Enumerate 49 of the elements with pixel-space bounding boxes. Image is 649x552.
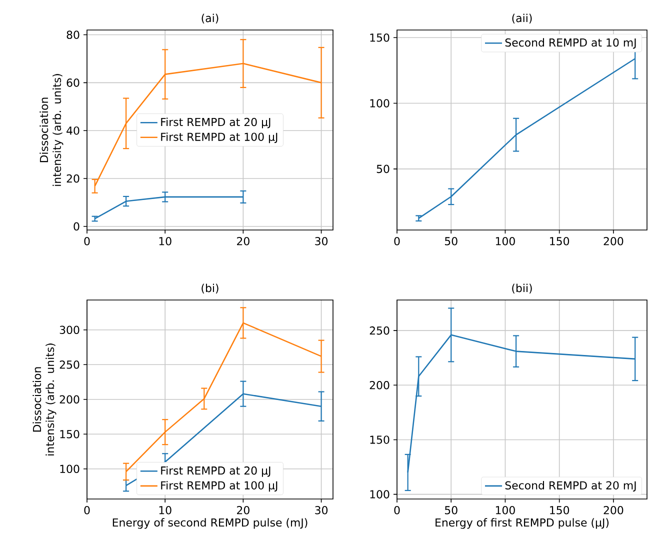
- x-tick-label: 0: [394, 506, 400, 514]
- y-tick-label: 40: [66, 126, 80, 135]
- x-tick-label: 20: [237, 237, 250, 246]
- chart-title: (bi): [202, 284, 218, 294]
- chart-title: (aii): [512, 14, 532, 24]
- x-axis-title: Energy of first REMPD pulse (µJ): [436, 518, 609, 529]
- x-tick-label: 10: [159, 237, 172, 246]
- y-tick-label: 100: [370, 99, 390, 108]
- x-tick-label: 150: [550, 237, 570, 246]
- y-tick-label: 250: [60, 360, 80, 369]
- legend-label: Second REMPD at 10 mJ: [505, 38, 636, 49]
- y-tick-label: 20: [66, 174, 80, 183]
- y-axis-title: Dissociation intensity (arb. units): [32, 344, 56, 456]
- x-tick-label: 0: [84, 237, 90, 246]
- chart-title: (bii): [512, 284, 532, 294]
- x-tick-label: 20: [237, 506, 250, 514]
- legend-label: First REMPD at 20 µJ: [161, 466, 270, 477]
- y-tick-label: 0: [74, 222, 80, 231]
- x-tick-label: 0: [394, 237, 400, 246]
- y-tick-label: 300: [60, 326, 80, 334]
- chart-title: (ai): [202, 14, 218, 24]
- y-tick-label: 200: [370, 381, 390, 390]
- y-tick-label: 100: [60, 464, 80, 474]
- x-tick-label: 0: [84, 506, 90, 514]
- y-tick-label: 150: [370, 33, 390, 42]
- y-axis-title: Dissociation intensity (arb. units): [40, 74, 64, 186]
- x-tick-label: 200: [604, 506, 624, 514]
- y-tick-label: 150: [60, 430, 80, 438]
- x-tick-label: 50: [444, 237, 458, 246]
- x-tick-label: 30: [315, 237, 328, 246]
- x-tick-label: 10: [159, 506, 172, 514]
- y-tick-label: 200: [60, 395, 80, 404]
- y-tick-label: 60: [66, 78, 80, 87]
- y-tick-label: 50: [376, 164, 390, 174]
- legend-label: First REMPD at 20 µJ: [161, 118, 270, 128]
- y-tick-label: 250: [370, 326, 390, 335]
- x-tick-label: 100: [496, 506, 515, 514]
- x-tick-label: 50: [444, 506, 458, 514]
- legend-label: Second REMPD at 20 mJ: [505, 481, 636, 492]
- x-tick-label: 200: [604, 237, 624, 246]
- x-tick-label: 150: [550, 506, 570, 514]
- legend-label: First REMPD at 100 µJ: [161, 481, 278, 492]
- x-tick-label: 100: [496, 237, 515, 246]
- y-tick-label: 100: [370, 490, 390, 498]
- y-tick-label: 150: [370, 436, 390, 444]
- y-tick-label: 80: [66, 30, 80, 39]
- x-tick-label: 30: [315, 506, 328, 514]
- legend-label: First REMPD at 100 µJ: [161, 132, 278, 144]
- x-axis-title: Energy of second REMPD pulse (mJ): [112, 518, 308, 529]
